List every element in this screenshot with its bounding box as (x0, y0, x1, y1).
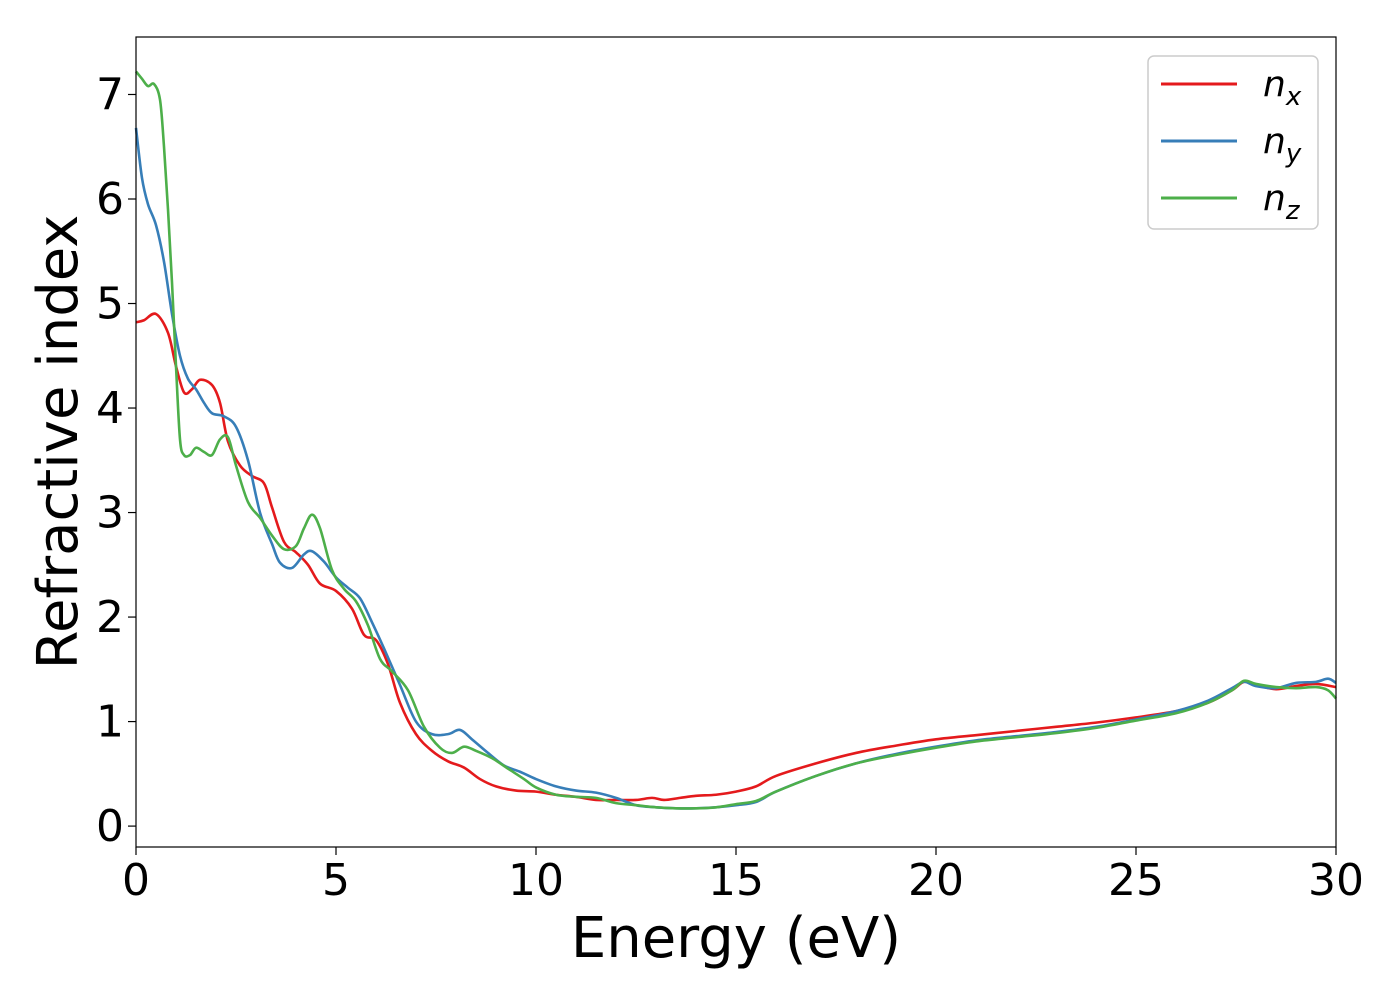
y-axis-label: Refractive index (26, 215, 91, 670)
y-tick-label: 2 (96, 592, 124, 643)
x-tick-label: 10 (508, 855, 564, 906)
x-tick-label: 20 (908, 855, 964, 906)
y-axis-ticks: 0 1 2 3 4 5 6 7 (96, 69, 136, 852)
x-tick-label: 0 (122, 855, 150, 906)
x-tick-label: 15 (708, 855, 764, 906)
x-tick-label: 5 (322, 855, 350, 906)
y-tick-label: 4 (96, 383, 124, 434)
legend-label-nz: nz (1263, 178, 1301, 226)
y-tick-label: 5 (96, 279, 124, 330)
x-axis-ticks: 0 5 10 15 20 25 30 (122, 847, 1364, 906)
series-line-nz (134, 70, 1337, 810)
plot-background (136, 37, 1336, 847)
legend: nx ny nz (1147, 55, 1319, 230)
x-axis-label: Energy (eV) (571, 906, 901, 971)
x-tick-label: 25 (1108, 855, 1164, 906)
y-tick-label: 6 (96, 174, 124, 225)
series-lines (134, 70, 1337, 810)
y-tick-label: 1 (96, 697, 124, 748)
y-tick-label: 7 (96, 69, 124, 120)
y-tick-label: 0 (96, 801, 124, 852)
legend-label-nx: nx (1263, 64, 1302, 112)
legend-label-ny: ny (1263, 121, 1302, 169)
y-tick-label: 3 (96, 488, 124, 539)
x-tick-label: 30 (1308, 855, 1364, 906)
